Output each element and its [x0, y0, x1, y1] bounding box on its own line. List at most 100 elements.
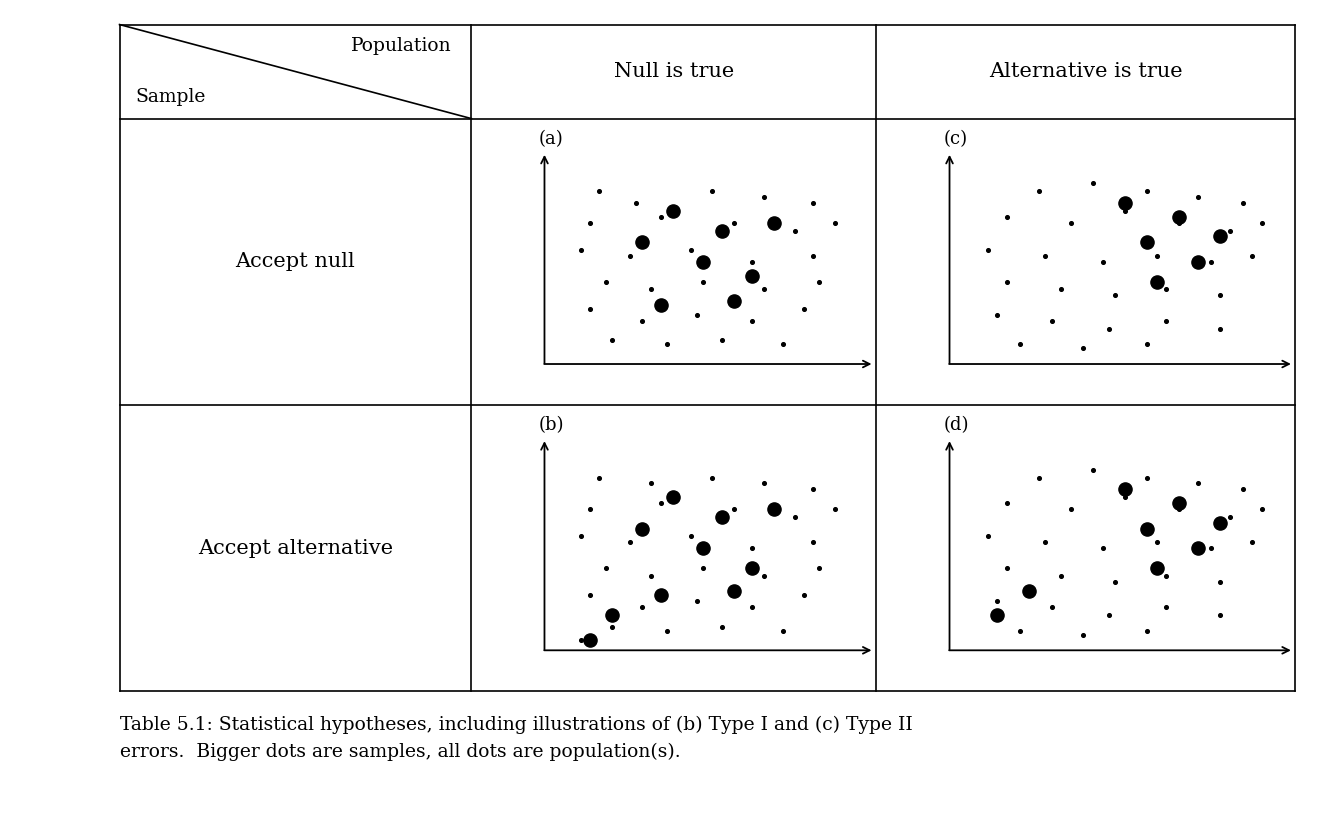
Point: [580, 589, 602, 602]
Point: [1137, 522, 1158, 535]
Point: [987, 308, 1008, 321]
Point: [632, 600, 653, 614]
Point: [693, 275, 714, 288]
Text: Table 5.1: Statistical hypotheses, including illustrations of (b) Type I and (c): Table 5.1: Statistical hypotheses, inclu…: [120, 716, 912, 761]
Point: [693, 561, 714, 574]
Point: [1187, 191, 1208, 204]
Point: [1060, 502, 1081, 515]
Point: [649, 210, 671, 223]
Point: [595, 275, 616, 288]
Point: [1210, 609, 1231, 622]
Point: [1092, 255, 1113, 268]
Point: [1187, 477, 1208, 490]
Point: [1251, 216, 1272, 229]
Point: [1155, 283, 1177, 296]
Point: [649, 497, 671, 510]
Point: [1232, 483, 1254, 496]
Point: [724, 294, 745, 308]
Text: (d): (d): [943, 416, 968, 434]
Point: [1169, 216, 1190, 229]
Point: [571, 530, 592, 543]
Point: [1137, 236, 1158, 249]
Text: Population: Population: [351, 37, 452, 55]
Point: [1169, 502, 1190, 515]
Point: [1041, 600, 1062, 614]
Point: [825, 502, 846, 515]
Point: [754, 477, 776, 490]
Point: [1035, 249, 1056, 263]
Point: [977, 244, 999, 257]
Point: [1169, 210, 1190, 223]
Point: [1219, 510, 1240, 524]
Point: [649, 299, 671, 312]
Point: [1098, 322, 1120, 335]
Point: [632, 314, 653, 327]
Point: [580, 303, 602, 316]
Point: [764, 216, 785, 229]
Point: [809, 275, 830, 288]
Point: [1114, 204, 1135, 218]
Point: [1009, 338, 1031, 351]
Point: [1082, 463, 1104, 476]
Text: Sample: Sample: [135, 88, 206, 106]
Point: [663, 204, 684, 218]
Point: [710, 224, 732, 237]
Point: [1092, 542, 1113, 555]
Point: [1155, 600, 1177, 614]
Point: [1041, 314, 1062, 327]
Point: [602, 334, 623, 347]
Point: [1035, 536, 1056, 549]
Point: [571, 634, 592, 647]
Point: [649, 589, 671, 602]
Point: [687, 308, 708, 321]
Point: [785, 224, 806, 237]
Point: [1169, 497, 1190, 510]
Point: [656, 338, 677, 351]
Point: [802, 483, 823, 496]
Point: [1050, 569, 1072, 582]
Point: [602, 620, 623, 633]
Point: [764, 502, 785, 515]
Point: [1146, 561, 1167, 574]
Point: [1105, 575, 1126, 588]
Point: [680, 244, 701, 257]
Point: [1232, 196, 1254, 209]
Point: [1201, 542, 1222, 555]
Point: [641, 569, 663, 582]
Point: [794, 589, 815, 602]
Point: [687, 595, 708, 608]
Point: [1137, 185, 1158, 198]
Point: [1137, 338, 1158, 351]
Point: [1210, 230, 1231, 243]
Point: [663, 491, 684, 504]
Point: [641, 283, 663, 296]
Point: [1146, 536, 1167, 549]
Point: [693, 542, 714, 555]
Point: [1098, 609, 1120, 622]
Point: [741, 561, 762, 574]
Point: [580, 634, 602, 647]
Point: [754, 283, 776, 296]
Point: [809, 561, 830, 574]
Point: [619, 249, 640, 263]
Point: [794, 303, 815, 316]
Point: [996, 275, 1017, 288]
Point: [1242, 536, 1263, 549]
Point: [785, 510, 806, 524]
Point: [741, 542, 762, 555]
Point: [1114, 483, 1135, 496]
Point: [1251, 502, 1272, 515]
Point: [1009, 624, 1031, 637]
Text: Accept alternative: Accept alternative: [198, 538, 393, 558]
Point: [1019, 585, 1040, 598]
Point: [1219, 224, 1240, 237]
Text: Null is true: Null is true: [614, 62, 734, 81]
Point: [580, 502, 602, 515]
Point: [1114, 491, 1135, 504]
Text: Alternative is true: Alternative is true: [989, 62, 1182, 81]
Point: [710, 334, 732, 347]
Point: [680, 530, 701, 543]
Point: [754, 191, 776, 204]
Point: [1060, 216, 1081, 229]
Text: (c): (c): [943, 130, 967, 148]
